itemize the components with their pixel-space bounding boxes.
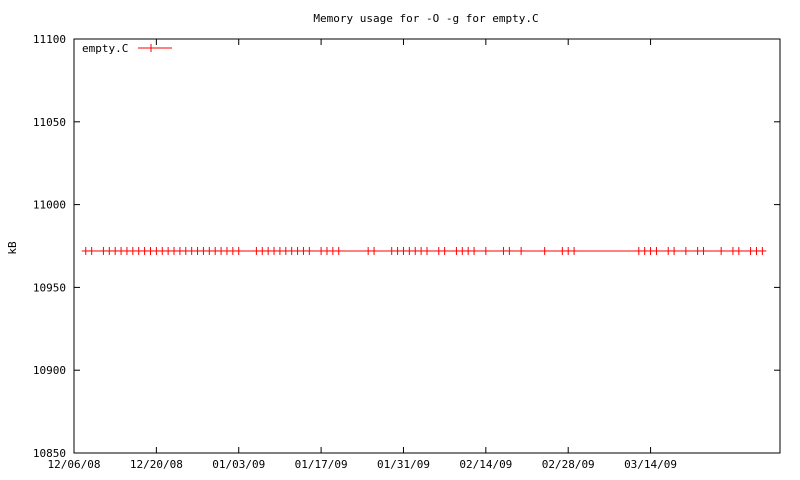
data-point-0-72 (717, 246, 726, 255)
x-tick-label-5: 02/14/09 (459, 458, 512, 471)
y-tick-label-4: 11050 (33, 116, 66, 129)
data-point-0-59 (540, 246, 549, 255)
x-tick-label-0: 12/06/08 (48, 458, 101, 471)
data-point-0-68 (670, 246, 679, 255)
data-point-0-58 (517, 246, 526, 255)
data-point-0-66 (652, 246, 661, 255)
legend: empty.C (82, 42, 172, 55)
data-point-0-62 (570, 246, 579, 255)
x-tick-label-1: 12/20/08 (130, 458, 183, 471)
data-point-0-35 (305, 246, 314, 255)
y-tick-label-5: 11100 (33, 33, 66, 46)
series-layer (81, 246, 767, 255)
x-tick-label-6: 02/28/09 (542, 458, 595, 471)
y-axis-label: kB (6, 241, 19, 255)
data-point-0-57 (505, 246, 514, 255)
axes: 10850 10900 10950 11000 11050 11100 12/06/08 12… (33, 33, 781, 471)
data-point-0-77 (758, 246, 767, 255)
y-tick-label-3: 11000 (33, 199, 66, 212)
data-point-0-74 (734, 246, 743, 255)
data-point-0-1 (87, 246, 96, 255)
legend-label-empty-c: empty.C (82, 42, 128, 55)
data-point-0-71 (699, 246, 708, 255)
data-point-0-25 (234, 246, 243, 255)
x-tick-label-3: 01/17/09 (295, 458, 348, 471)
data-point-0-50 (440, 246, 449, 255)
chart-title: Memory usage for -O -g for empty.C (313, 12, 538, 25)
x-tick-label-7: 03/14/09 (624, 458, 677, 471)
data-point-0-55 (481, 246, 490, 255)
data-point-0-69 (681, 246, 690, 255)
x-tick-label-2: 01/03/09 (212, 458, 265, 471)
y-tick-label-0: 10850 (33, 447, 66, 460)
data-point-0-41 (370, 246, 379, 255)
y-tick-label-2: 10950 (33, 281, 66, 294)
data-point-0-54 (470, 246, 479, 255)
y-tick-label-1: 10900 (33, 364, 66, 377)
x-tick-label-4: 01/31/09 (377, 458, 430, 471)
data-point-0-48 (423, 246, 431, 255)
plot-frame (73, 38, 781, 454)
data-point-0-39 (334, 246, 343, 255)
